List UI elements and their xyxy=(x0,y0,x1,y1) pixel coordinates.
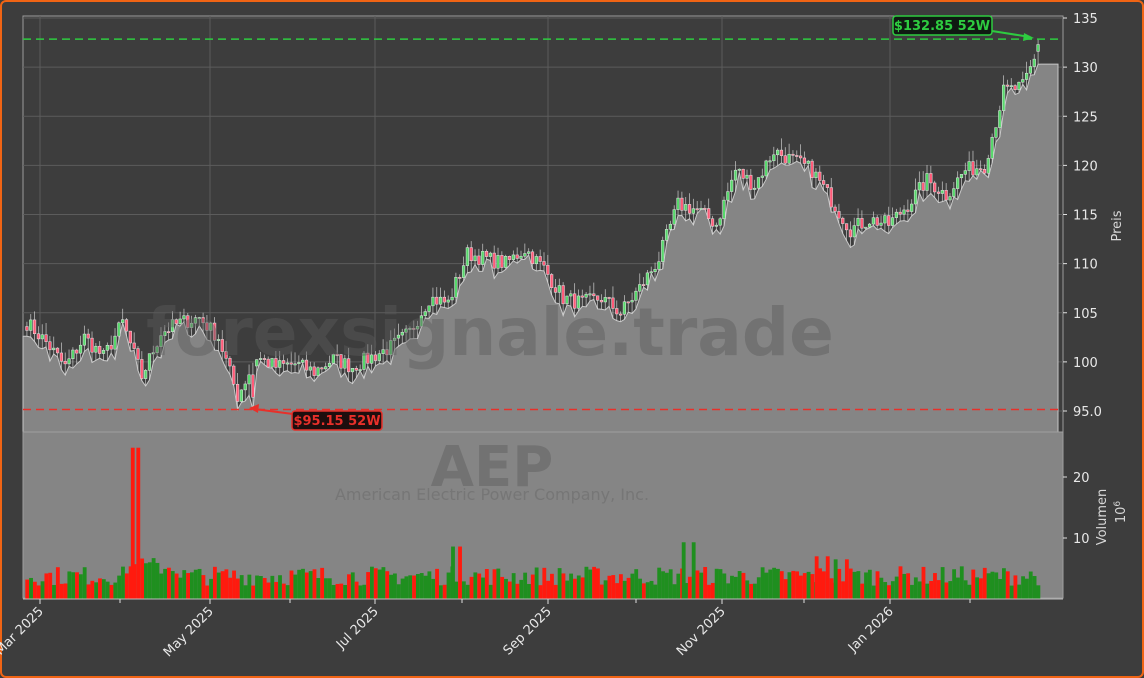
price-tick-label: 115 xyxy=(1073,209,1098,224)
low-52w-label: $95.15 52W xyxy=(293,414,380,429)
high-52w-annotation: $132.85 52W xyxy=(892,15,1034,41)
price-axis-title: Preis xyxy=(1110,210,1125,241)
volume-axis-title: Volumen xyxy=(1095,489,1110,546)
date-tick-label: Mar 2025 xyxy=(0,604,47,658)
price-tick-label: 130 xyxy=(1073,61,1098,76)
date-x-axis: Mar 2025 May 2025 Jul 2025 Sep 2025 Nov 2025… xyxy=(0,598,1063,660)
low-52w-annotation: $95.15 52W xyxy=(249,404,383,431)
date-tick-label: Nov 2025 xyxy=(674,604,729,659)
volume-tick-label: 20 xyxy=(1073,471,1090,486)
volume-tick-label: 10 xyxy=(1073,532,1090,547)
price-tick-label: 100 xyxy=(1073,356,1098,371)
candlesticks xyxy=(25,39,1040,410)
arrow-icon xyxy=(253,408,294,415)
arrow-head-icon xyxy=(1023,33,1034,41)
volume-bars xyxy=(25,447,1041,599)
high-52w-label: $132.85 52W xyxy=(894,19,990,34)
price-tick-label: 125 xyxy=(1073,110,1098,125)
watermark-company: American Electric Power Company, Inc. xyxy=(335,485,649,504)
price-tick-label: 95.0 xyxy=(1073,405,1102,420)
watermark-site: forexsignale.trade xyxy=(146,294,834,371)
date-tick-label: May 2025 xyxy=(161,604,217,660)
watermark-ticker: AEP xyxy=(431,435,554,500)
price-tick-label: 105 xyxy=(1073,307,1098,322)
date-tick-label: Jan 2026 xyxy=(845,604,897,656)
price-tick-label: 110 xyxy=(1073,258,1098,273)
price-tick-label: 120 xyxy=(1073,159,1098,174)
price-y-axis: 135 130 125 120 115 110 105 100 95.0 xyxy=(1063,12,1102,420)
price-tick-label: 135 xyxy=(1073,12,1098,27)
date-tick-label: Sep 2025 xyxy=(501,604,555,658)
volume-scale-label: 106 xyxy=(1113,501,1129,524)
arrow-head-icon xyxy=(249,404,259,413)
date-tick-label: Jul 2025 xyxy=(333,604,382,653)
